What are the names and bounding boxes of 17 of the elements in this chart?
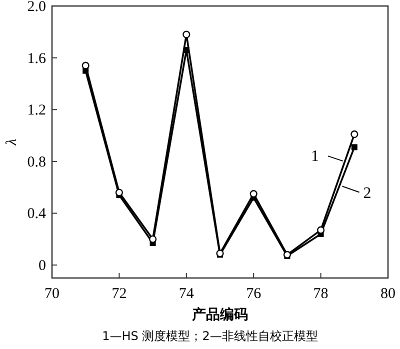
text: 1—HS 测度模型；2—非线性自校正模型 [102,329,318,343]
x-axis-title: 产品编码 [191,306,248,323]
y-tick-label: 0.4 [27,206,46,222]
y-tick-label: 0 [38,258,46,274]
y-axis-title: λ [4,138,20,146]
x-tick-label: 76 [246,286,262,302]
x-tick-label: 72 [112,286,127,302]
legend-label: 2 [363,185,372,202]
series-label: 1 [310,148,319,166]
y-tick-label: 0.8 [27,154,46,170]
y-tick-label: 2.0 [27,0,46,15]
y-tick-label: 1.6 [27,50,46,67]
x-tick-label: 74 [178,286,194,302]
x-tick-label: 70 [44,286,60,302]
x-tick-label: 78 [313,286,328,302]
y-tick-label: 1.2 [27,102,46,119]
x-tick-label: 80 [380,286,396,302]
